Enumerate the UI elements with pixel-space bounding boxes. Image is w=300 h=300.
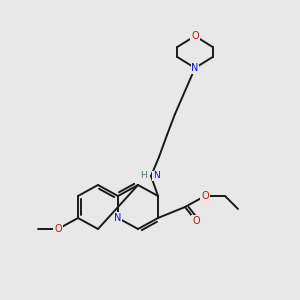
- Text: N: N: [191, 63, 199, 73]
- Text: N: N: [153, 172, 160, 181]
- Text: O: O: [192, 216, 200, 226]
- Text: O: O: [54, 224, 62, 234]
- Text: N: N: [114, 213, 122, 223]
- Text: O: O: [201, 191, 209, 201]
- Text: O: O: [191, 31, 199, 41]
- Text: H: H: [140, 172, 147, 181]
